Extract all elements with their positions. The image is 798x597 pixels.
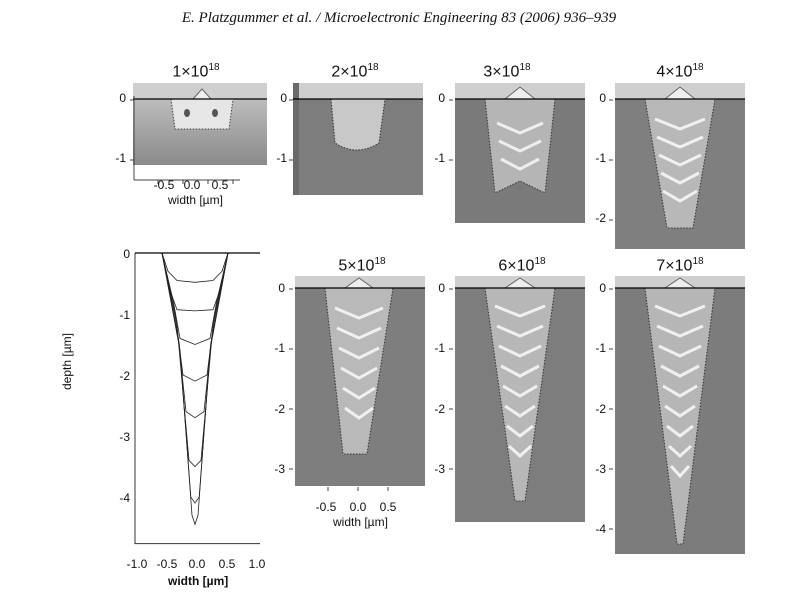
chart-tick-xm10: -1.0 xyxy=(126,557,148,571)
tick-p3-y0: 0 xyxy=(438,91,445,105)
tick-p4-y1: -1 xyxy=(595,151,606,165)
chart-series-line-3 xyxy=(161,252,229,345)
chart-tick-xm05: -0.5 xyxy=(156,557,178,571)
axis-p7 xyxy=(609,288,613,530)
chart-tick-y1: -1 xyxy=(119,308,130,322)
chart-series-line-5 xyxy=(161,252,229,419)
xlabel-p5: width [µm] xyxy=(333,515,388,529)
xlabel-p1: width [µm] xyxy=(168,193,223,207)
panel-title-3: 3×1018 xyxy=(452,62,562,81)
depth-profile-chart xyxy=(134,252,260,545)
panel-title-exp: 18 xyxy=(208,62,220,73)
tick-p5-y1: -1 xyxy=(274,341,285,355)
panel-title-base: 2×10 xyxy=(331,63,368,81)
tick-p4-y2: -2 xyxy=(595,211,606,225)
page-header: E. Platzgummer et al. / Microelectronic … xyxy=(181,10,617,26)
panel-title-exp: 18 xyxy=(374,256,386,267)
axis-p1 xyxy=(130,96,240,184)
tick-p1-x0: 0.0 xyxy=(183,178,201,192)
panel-title-7: 7×1018 xyxy=(625,256,735,275)
tick-p7-y3: -3 xyxy=(595,462,606,476)
tick-p1-y1: -1 xyxy=(115,151,126,165)
panel-title-5: 5×1018 xyxy=(307,256,417,275)
panel-title-base: 6×10 xyxy=(498,257,535,275)
tick-p2-y1: -1 xyxy=(276,151,287,165)
sem-image-4 xyxy=(615,83,745,249)
tick-p2-y0: 0 xyxy=(280,91,287,105)
tick-p1-xm05: -0.5 xyxy=(153,178,175,192)
panel-title-base: 5×10 xyxy=(338,257,375,275)
axis-p3 xyxy=(449,99,453,161)
chart-series-line-7 xyxy=(161,252,229,504)
chart-tick-y3: -3 xyxy=(119,430,130,444)
panel-title-base: 7×10 xyxy=(656,257,693,275)
axis-p6 xyxy=(449,288,453,470)
tick-p5-y2: -2 xyxy=(274,402,285,416)
tick-p6-y3: -3 xyxy=(434,462,445,476)
sem-image-5 xyxy=(295,276,425,486)
tick-p7-y2: -2 xyxy=(595,402,606,416)
chart-series-line-6 xyxy=(161,252,229,468)
axis-p2 xyxy=(289,99,293,161)
axis-p4 xyxy=(609,99,613,221)
tick-p7-y4: -4 xyxy=(595,522,606,536)
tick-p5-y0: 0 xyxy=(278,281,285,295)
chart-series-line-1 xyxy=(161,252,229,283)
tick-p3-y1: -1 xyxy=(434,151,445,165)
panel-title-exp: 18 xyxy=(367,62,379,73)
chart-tick-x0: 0.0 xyxy=(188,557,206,571)
tick-p5-y3: -3 xyxy=(274,462,285,476)
chart-tick-x05: 0.5 xyxy=(218,557,236,571)
chart-series-line-4 xyxy=(161,252,229,382)
chart-tick-x10: 1.0 xyxy=(248,557,266,571)
tick-p7-y0: 0 xyxy=(599,281,606,295)
tick-p5-x0: 0.0 xyxy=(349,500,367,514)
panel-title-4: 4×1018 xyxy=(625,62,735,81)
tick-p5-x05: 0.5 xyxy=(379,500,397,514)
sem-image-2 xyxy=(293,83,423,195)
panel-title-exp: 18 xyxy=(534,256,546,267)
sem-image-3 xyxy=(455,83,585,223)
chart-axes xyxy=(134,253,260,545)
chart-ylabel: depth [µm] xyxy=(60,333,74,390)
panel-title-1: 1×1018 xyxy=(141,62,251,81)
tick-p6-y1: -1 xyxy=(434,341,445,355)
panel-title-6: 6×1018 xyxy=(467,256,577,275)
panel-title-base: 1×10 xyxy=(172,63,209,81)
chart-tick-y2: -2 xyxy=(119,369,130,383)
chart-tick-y0: 0 xyxy=(123,247,130,261)
sem-image-1 xyxy=(133,83,267,165)
tick-p5-xm05: -0.5 xyxy=(315,500,337,514)
chart-xlabel: width [µm] xyxy=(168,574,229,588)
axis-p5 xyxy=(289,288,389,491)
chart-tick-y4: -4 xyxy=(119,491,130,505)
sem-image-7 xyxy=(615,276,745,554)
panel-title-base: 4×10 xyxy=(656,63,693,81)
tick-p7-y1: -1 xyxy=(595,341,606,355)
tick-p6-y2: -2 xyxy=(434,402,445,416)
panel-title-exp: 18 xyxy=(692,256,704,267)
panel-title-2: 2×1018 xyxy=(300,62,410,81)
tick-p6-y0: 0 xyxy=(438,281,445,295)
panel-title-exp: 18 xyxy=(692,62,704,73)
tick-p4-y0: 0 xyxy=(599,91,606,105)
tick-p1-y0: 0 xyxy=(119,91,126,105)
panel-title-base: 3×10 xyxy=(483,63,520,81)
tick-p1-x05: 0.5 xyxy=(211,178,229,192)
panel-title-exp: 18 xyxy=(519,62,531,73)
chart-series-line-8 xyxy=(161,252,229,526)
sem-image-6 xyxy=(455,276,585,522)
